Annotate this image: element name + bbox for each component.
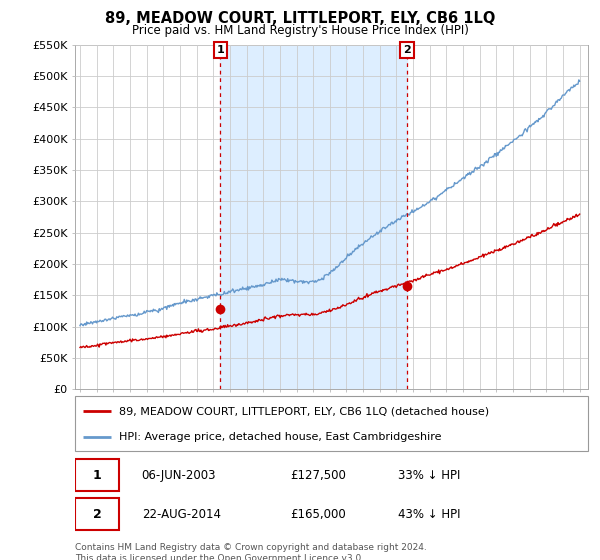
Text: 2: 2 [403,45,411,55]
Text: 1: 1 [92,469,101,482]
Text: 06-JUN-2003: 06-JUN-2003 [142,469,216,482]
Bar [220,45,407,389]
Text: 43% ↓ HPI: 43% ↓ HPI [398,508,461,521]
Text: £165,000: £165,000 [290,508,346,521]
Text: Price paid vs. HM Land Registry's House Price Index (HPI): Price paid vs. HM Land Registry's House … [131,24,469,36]
Text: 1: 1 [217,45,224,55]
Text: 22-AUG-2014: 22-AUG-2014 [142,508,221,521]
Text: £127,500: £127,500 [290,469,346,482]
Text: Contains HM Land Registry data © Crown copyright and database right 2024.
This d: Contains HM Land Registry data © Crown c… [75,543,427,560]
Text: 89, MEADOW COURT, LITTLEPORT, ELY, CB6 1LQ: 89, MEADOW COURT, LITTLEPORT, ELY, CB6 1… [105,11,495,26]
FancyBboxPatch shape [75,459,119,491]
Text: 2: 2 [92,508,101,521]
Text: HPI: Average price, detached house, East Cambridgeshire: HPI: Average price, detached house, East… [119,432,441,442]
FancyBboxPatch shape [75,498,119,530]
Text: 89, MEADOW COURT, LITTLEPORT, ELY, CB6 1LQ (detached house): 89, MEADOW COURT, LITTLEPORT, ELY, CB6 1… [119,407,489,416]
Text: 33% ↓ HPI: 33% ↓ HPI [398,469,461,482]
